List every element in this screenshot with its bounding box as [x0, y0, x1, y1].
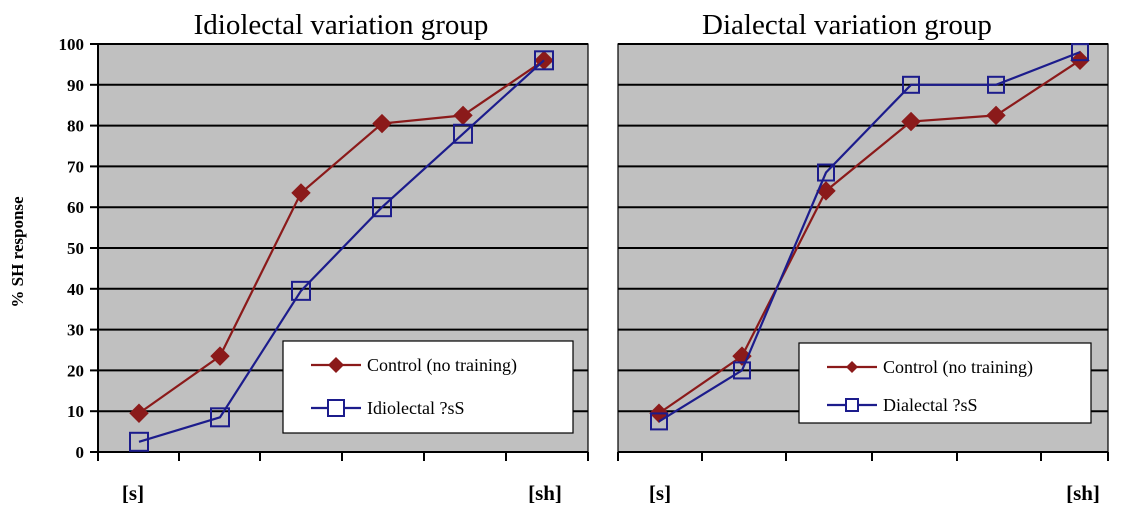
- series-line: [138, 59, 545, 443]
- y-tick-label: 70: [67, 157, 84, 176]
- y-tick-label: 100: [59, 35, 85, 54]
- data-point-diamond: [210, 346, 230, 366]
- data-point-square: [650, 412, 668, 431]
- y-tick-label: 80: [67, 117, 84, 136]
- legend-label: Control (no training): [883, 357, 1033, 378]
- x-label-end: [sh]: [528, 481, 562, 505]
- series-line: [658, 51, 1081, 423]
- x-label-start: [s]: [649, 481, 671, 505]
- y-tick-label: 50: [67, 239, 84, 258]
- data-point-square: [534, 50, 554, 71]
- data-point-diamond: [372, 113, 392, 134]
- y-tick-label: 90: [67, 76, 84, 95]
- data-point-square: [902, 75, 920, 94]
- legend-box: [282, 340, 574, 434]
- data-point-square: [733, 361, 751, 380]
- data-point-square: [291, 280, 311, 301]
- legend-marker-diamond: [846, 361, 858, 373]
- y-axis-label: % SH response: [8, 196, 27, 308]
- data-point-diamond: [901, 111, 921, 132]
- data-point-square: [372, 197, 392, 218]
- series-line: [138, 59, 545, 415]
- chart-title: Idiolectal variation group: [194, 9, 489, 41]
- data-point-square: [817, 163, 835, 182]
- data-point-square: [987, 75, 1005, 94]
- legend-marker-square: [327, 399, 345, 417]
- y-tick-label: 30: [67, 321, 84, 340]
- data-point-square: [210, 407, 230, 428]
- y-tick-label: 40: [67, 280, 84, 299]
- y-tick-label: 60: [67, 198, 84, 217]
- data-point-square: [1071, 43, 1089, 62]
- x-label-end: [sh]: [1066, 481, 1100, 505]
- chart-idiolectal: 0 10 20 30 40 50 60 70 80 90 100 Idiolectal variati…: [59, 9, 589, 505]
- x-label-start: [s]: [122, 481, 144, 505]
- legend-marker-square: [845, 398, 859, 412]
- y-tick-label: 0: [76, 443, 85, 462]
- series-line: [658, 59, 1081, 415]
- legend-marker-diamond: [328, 357, 344, 373]
- data-point-diamond: [291, 183, 311, 203]
- data-point-diamond: [986, 105, 1006, 126]
- data-point-diamond: [129, 403, 149, 423]
- legend-label: Idiolectal ?sS: [367, 398, 464, 418]
- legend-label: Dialectal ?sS: [883, 395, 977, 415]
- chart-dialectal: Dialectal variation group [s] [sh] Control …: [617, 9, 1109, 505]
- data-point-square: [129, 431, 149, 452]
- legend-label: Control (no training): [367, 355, 517, 376]
- chart-title: Dialectal variation group: [702, 9, 992, 41]
- y-tick-label: 20: [67, 361, 84, 380]
- y-tick-label: 10: [67, 402, 84, 421]
- data-point-square: [453, 123, 473, 144]
